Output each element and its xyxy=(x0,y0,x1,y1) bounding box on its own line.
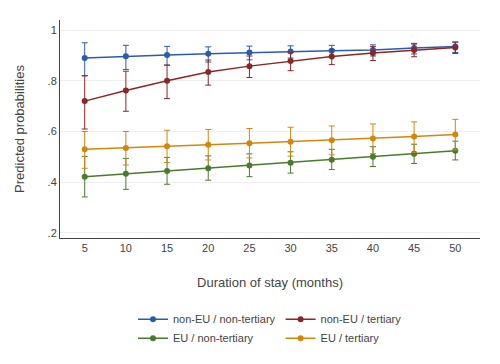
svg-text:15: 15 xyxy=(161,242,173,254)
svg-text:non-EU / tertiary: non-EU / tertiary xyxy=(321,313,402,325)
svg-text:35: 35 xyxy=(326,242,338,254)
svg-text:.8: .8 xyxy=(48,75,57,87)
svg-text:.4: .4 xyxy=(48,176,57,188)
svg-text:50: 50 xyxy=(449,242,461,254)
svg-text:10: 10 xyxy=(120,242,132,254)
svg-text:40: 40 xyxy=(367,242,379,254)
svg-text:30: 30 xyxy=(284,242,296,254)
svg-text:EU / non-tertiary: EU / non-tertiary xyxy=(173,332,254,344)
svg-text:20: 20 xyxy=(202,242,214,254)
svg-text:Predicted probabilities: Predicted probabilities xyxy=(12,65,27,193)
svg-text:1: 1 xyxy=(51,24,57,36)
svg-text:non-EU / non-tertiary: non-EU / non-tertiary xyxy=(173,313,276,325)
svg-text:.2: .2 xyxy=(48,227,57,239)
svg-text:.6: .6 xyxy=(48,125,57,137)
svg-text:EU / tertiary: EU / tertiary xyxy=(321,332,380,344)
svg-text:25: 25 xyxy=(243,242,255,254)
svg-text:Duration of stay (months): Duration of stay (months) xyxy=(197,275,343,290)
svg-text:45: 45 xyxy=(408,242,420,254)
svg-text:5: 5 xyxy=(82,242,88,254)
